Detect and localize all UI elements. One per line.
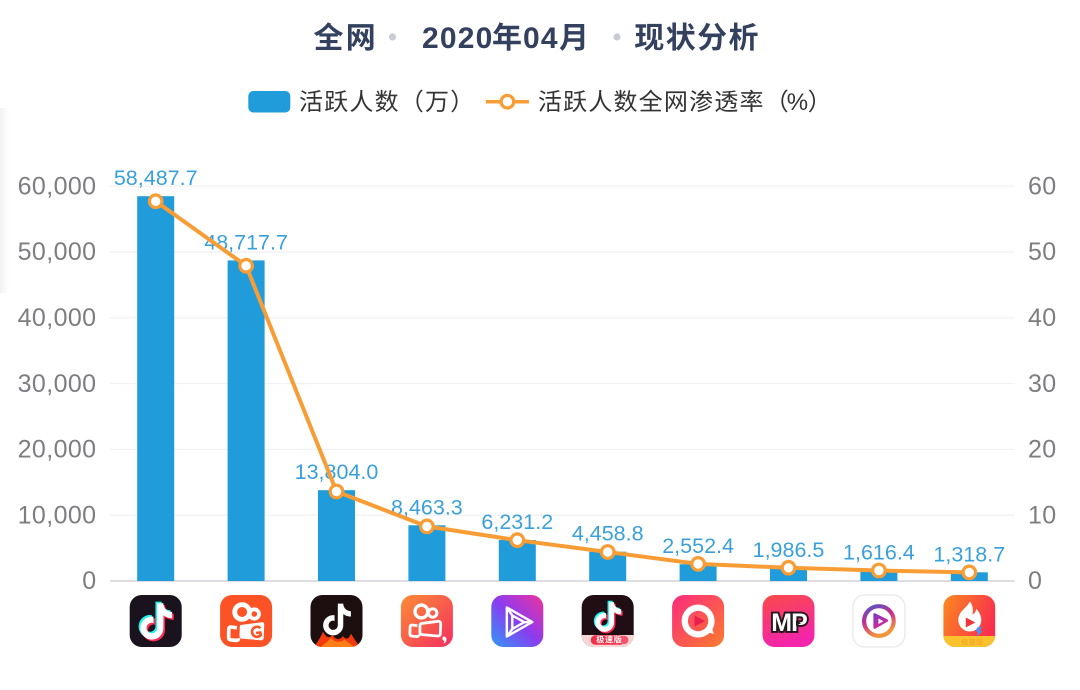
svg-text:60,000: 60,000: [18, 172, 97, 200]
svg-text:0: 0: [1028, 567, 1042, 595]
svg-text:60: 60: [1028, 172, 1057, 200]
svg-text:1,616.4: 1,616.4: [843, 540, 915, 564]
svg-text:04: 04: [523, 22, 559, 55]
svg-text:MP: MP: [771, 609, 807, 637]
svg-text:20,000: 20,000: [18, 436, 97, 464]
svg-text:0: 0: [82, 567, 96, 595]
svg-text:50: 50: [1028, 238, 1057, 266]
svg-text:10: 10: [1028, 501, 1057, 529]
svg-text:30,000: 30,000: [18, 370, 97, 398]
svg-text:40,000: 40,000: [18, 304, 97, 332]
svg-text:2020: 2020: [422, 22, 494, 55]
svg-text:4,458.8: 4,458.8: [572, 522, 644, 546]
svg-text:2,552.4: 2,552.4: [662, 534, 734, 558]
svg-text:1,986.5: 1,986.5: [753, 538, 825, 562]
svg-text:%: %: [787, 89, 808, 116]
svg-text:40: 40: [1028, 304, 1057, 332]
svg-text:13,804.0: 13,804.0: [295, 460, 379, 484]
svg-text:48,717.7: 48,717.7: [204, 230, 288, 254]
svg-text:1,318.7: 1,318.7: [933, 542, 1005, 566]
svg-text:6,231.2: 6,231.2: [481, 510, 553, 534]
svg-text:30: 30: [1028, 370, 1057, 398]
svg-text:20: 20: [1028, 436, 1057, 464]
svg-text:58,487.7: 58,487.7: [114, 166, 198, 190]
svg-text:10,000: 10,000: [18, 501, 97, 529]
svg-text:50,000: 50,000: [18, 238, 97, 266]
